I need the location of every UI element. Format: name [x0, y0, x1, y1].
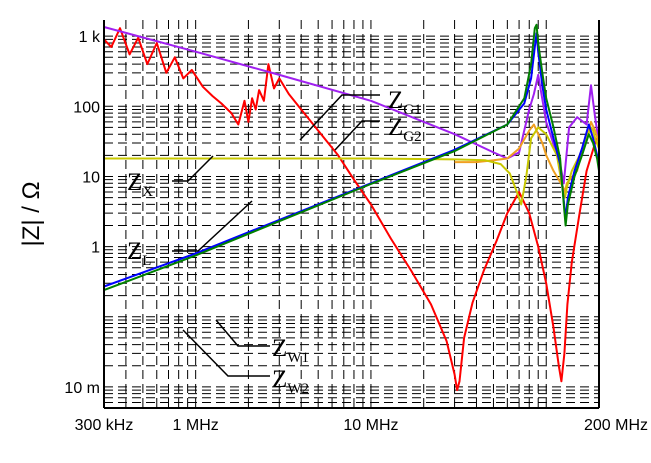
annotation-label-ZG2: ZG2	[388, 114, 422, 145]
annotation-main: Z	[388, 87, 403, 114]
annotation-subscript: G2	[403, 129, 421, 145]
annotation-leader-ZW1	[215, 319, 270, 347]
x-tick-label: 200 MHz	[584, 417, 648, 434]
series-line-ZG1	[103, 26, 600, 185]
axes	[103, 20, 600, 409]
y-tick-label: 10	[82, 169, 100, 186]
annotation-main: Z	[388, 114, 403, 141]
x-tick-label: 10 MHz	[343, 417, 398, 434]
series-line-ZW1	[103, 32, 600, 288]
x-tick-label: 1 MHz	[173, 417, 219, 434]
annotation-subscript: W2	[287, 381, 309, 397]
annotation-subscript: L	[142, 253, 151, 269]
x-tick-label: 300 kHz	[75, 417, 134, 434]
annotation-subscript: G1	[403, 102, 421, 118]
series-line-ZW2	[103, 23, 600, 292]
annotation-label-ZW1: ZW1	[272, 335, 309, 366]
y-tick-label: 10 m	[64, 380, 100, 397]
annotation-main: Z	[127, 169, 142, 196]
y-tick-label: 100	[73, 99, 100, 116]
annotation-label-ZG1: ZG1	[388, 87, 422, 118]
annotation-leader-ZG2	[334, 120, 380, 151]
y-tick-label: 1 k	[79, 29, 101, 46]
annotation-leader-ZL	[172, 200, 253, 252]
series-line-ZX	[103, 27, 600, 392]
curves	[103, 23, 600, 392]
annotation-leader-ZW2	[182, 329, 270, 377]
annotation-main: Z	[272, 335, 287, 362]
annotation-subscript: W1	[287, 350, 309, 366]
annotation-main: Z	[272, 366, 287, 393]
annotation-main: Z	[127, 238, 142, 265]
annotation-leader-ZG1	[299, 94, 380, 141]
y-axis-label: |Z| / Ω	[18, 181, 45, 246]
annotation-label-ZW2: ZW2	[272, 366, 309, 397]
labels: 10 m 1 10 100 1 k 300 kHz 1 MHz 10 MHz 200 MHz |Z…	[18, 29, 648, 434]
annotation-subscript: X	[142, 184, 153, 200]
grid	[104, 20, 599, 408]
annotation-leader-ZX	[172, 155, 214, 182]
annotation-label-ZL: ZL	[127, 238, 151, 269]
annotation-label-ZX: ZX	[127, 169, 153, 200]
y-tick-label: 1	[91, 240, 100, 257]
